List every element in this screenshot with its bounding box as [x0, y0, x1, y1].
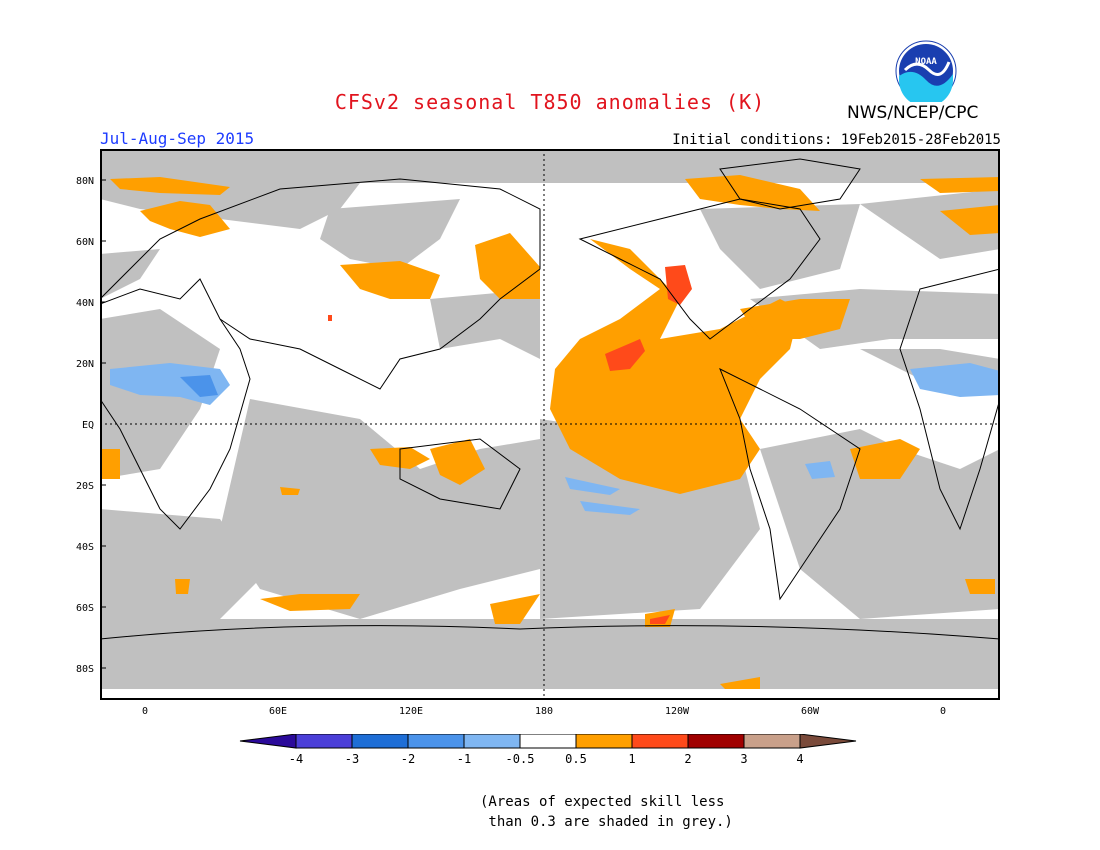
- colorbar-segment-minus4-minus3: [295, 734, 353, 749]
- skill-note-line-1: (Areas of expected skill less: [480, 794, 725, 810]
- lat-label-60n: 60N: [76, 237, 94, 248]
- colorbar-label-minus4: -4: [289, 752, 303, 766]
- season-label: Jul-Aug-Sep 2015: [100, 129, 255, 148]
- colorbar-segment-gt-4: [799, 734, 857, 749]
- cool-anomaly-regions: [110, 363, 1000, 515]
- skill-note: (Areas of expected skill less than 0.3 a…: [480, 792, 733, 832]
- lon-label-0-east: 0: [940, 706, 946, 717]
- lat-label-eq: EQ: [82, 420, 94, 431]
- lat-label-60s: 60S: [76, 603, 94, 614]
- lat-label-40n: 40N: [76, 298, 94, 309]
- lat-label-40s: 40S: [76, 542, 94, 553]
- map-frame: [100, 149, 1000, 700]
- lat-label-80s: 80S: [76, 664, 94, 675]
- lat-label-80n: 80N: [76, 176, 94, 187]
- colorbar-label-1: 1: [628, 752, 635, 766]
- noaa-logo-text: NOAA: [915, 57, 937, 67]
- lon-label-120w: 120W: [665, 706, 690, 717]
- agency-label: NWS/NCEP/CPC: [847, 103, 979, 123]
- colorbar-segment-lt-minus4: [239, 734, 297, 749]
- lon-label-60w: 60W: [801, 706, 820, 717]
- colorbar-label-minus3: -3: [345, 752, 359, 766]
- lon-label-180: 180: [535, 706, 553, 717]
- colorbar-label-minus2: -2: [401, 752, 415, 766]
- colorbar-segment-05-1: [575, 734, 633, 749]
- colorbar-label-4: 4: [796, 752, 803, 766]
- colorbar-label-2: 2: [684, 752, 691, 766]
- colorbar-label-3: 3: [740, 752, 747, 766]
- colorbar: -4 -3 -2 -1 -0.5 0.5 1 2 3 4: [239, 734, 857, 766]
- noaa-logo: NOAA: [895, 40, 957, 102]
- colorbar-segment-minus2-minus1: [407, 734, 465, 749]
- lat-label-20n: 20N: [76, 359, 94, 370]
- colorbar-label-05: 0.5: [565, 752, 587, 766]
- skill-note-line-2: than 0.3 are shaded in grey.): [480, 814, 733, 830]
- colorbar-label-minus1: -1: [457, 752, 471, 766]
- lon-label-120e: 120E: [399, 706, 423, 717]
- lat-label-20s: 20S: [76, 481, 94, 492]
- lon-label-60e: 60E: [269, 706, 287, 717]
- colorbar-segment-neutral: [519, 734, 577, 749]
- lon-label-0: 0: [142, 706, 148, 717]
- colorbar-segment-minus1-minus05: [463, 734, 521, 749]
- initial-conditions-label: Initial conditions: 19Feb2015-28Feb2015: [672, 132, 1001, 148]
- warm-anomaly-regions: [100, 175, 1000, 689]
- coastlines: [100, 158, 1000, 640]
- map-gridlines: [100, 149, 1000, 700]
- colorbar-label-minus05: -0.5: [506, 752, 535, 766]
- colorbar-segment-minus3-minus2: [351, 734, 409, 749]
- colorbar-segment-2-3: [687, 734, 745, 749]
- chart-title: CFSv2 seasonal T850 anomalies (K): [334, 90, 766, 114]
- colorbar-segment-1-2: [631, 734, 689, 749]
- colorbar-segment-3-4: [743, 734, 801, 749]
- anomaly-map: [100, 149, 1000, 700]
